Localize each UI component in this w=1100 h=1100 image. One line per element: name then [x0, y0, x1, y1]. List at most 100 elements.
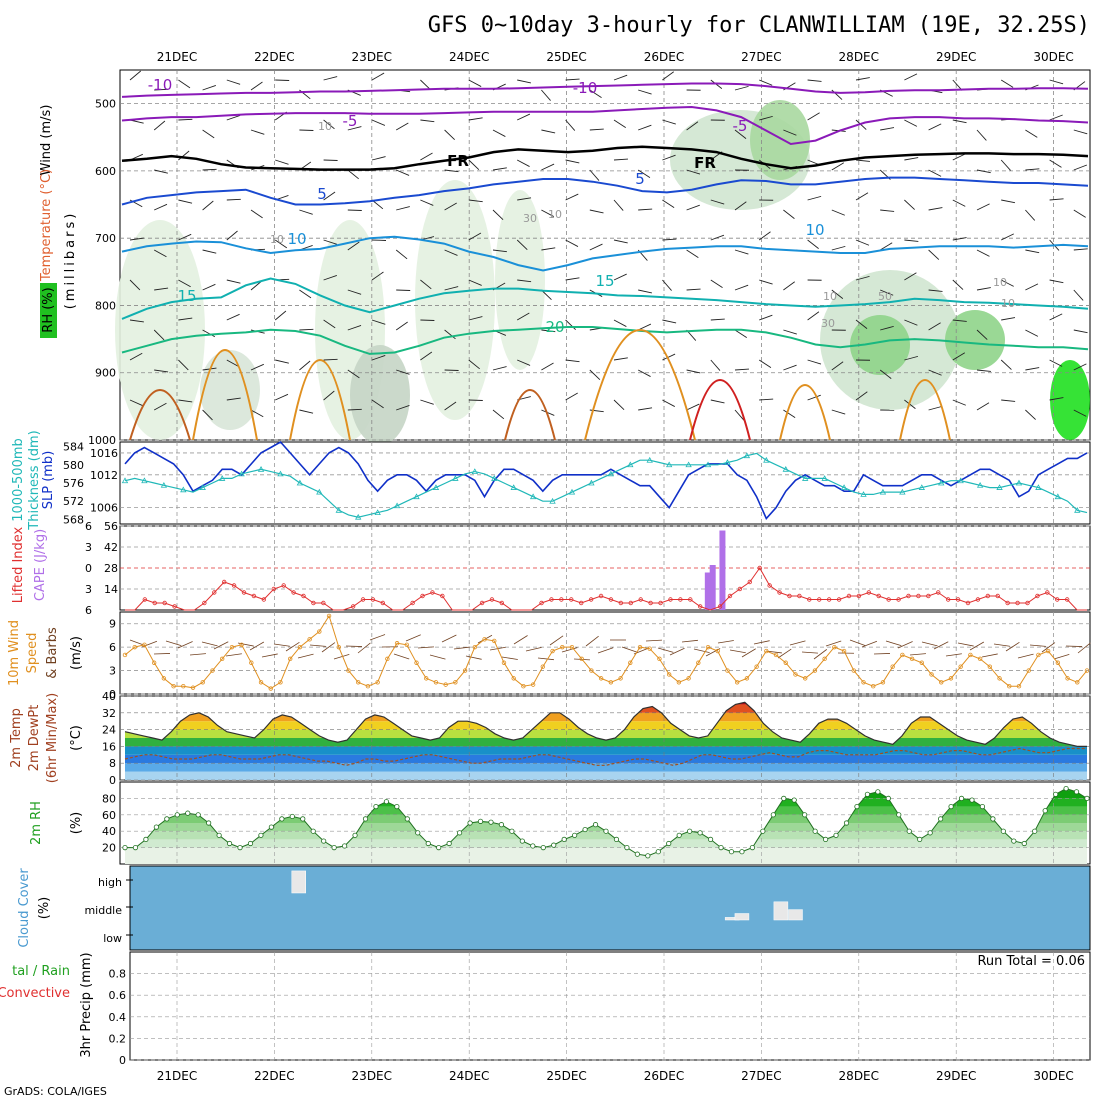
- barb-17-4: [541, 247, 556, 251]
- li-marker-32: [440, 593, 445, 599]
- rh-marker-24: [373, 803, 379, 810]
- rh-marker-16: [289, 813, 295, 820]
- barb-39-4: [1073, 248, 1088, 251]
- thickness-marker-30: [413, 493, 420, 500]
- wind10-marker-17: [287, 656, 293, 662]
- label-10m-barbs: & Barbs: [45, 627, 60, 679]
- barb-34-2: [952, 153, 966, 161]
- chart-title: GFS 0~10day 3-hourly for CLANWILLIAM (19…: [428, 13, 1090, 38]
- rh-marker-67: [822, 836, 829, 843]
- wind10-barb-28: [465, 655, 482, 660]
- rh-marker-4: [164, 816, 170, 822]
- cape-bar-0: [704, 572, 711, 610]
- thickness-marker-14: [257, 466, 265, 472]
- rh-marker-35: [488, 819, 494, 825]
- rh-marker-30: [436, 844, 442, 851]
- wind10-marker-21: [326, 613, 332, 619]
- rh-marker-53: [676, 832, 682, 838]
- barb-11-8: [396, 405, 410, 411]
- precip-tick-0: 0: [119, 1054, 126, 1067]
- li-marker-53: [648, 600, 653, 606]
- wind10-marker-5: [171, 683, 176, 689]
- barb-28-8: [807, 394, 821, 401]
- wind10-marker-68: [783, 660, 788, 665]
- barb-13-2: [444, 169, 459, 173]
- barb-16-4: [516, 239, 528, 251]
- rh-marker-52: [666, 840, 672, 847]
- wind10-marker-97: [1065, 676, 1070, 681]
- barb-24-3: [710, 199, 725, 205]
- date-top-22DEC: 22DEC: [254, 50, 294, 64]
- 2m-temp-lines: [124, 701, 1087, 766]
- label-10m-units: (m/s): [69, 636, 84, 670]
- li-marker-75: [866, 590, 872, 595]
- barb-9-2: [347, 169, 359, 180]
- barb-25-4: [734, 249, 749, 255]
- barb-11-2: [396, 169, 410, 176]
- barb-18-7: [565, 359, 580, 363]
- wind10-marker-23: [346, 668, 351, 673]
- thickness-marker-80: [899, 488, 906, 495]
- barb-24-5: [710, 279, 723, 289]
- cloud-low-label: low: [103, 932, 122, 945]
- warm-contour-5: [779, 384, 831, 441]
- thickness-marker-92: [1015, 479, 1023, 486]
- rh-marker-42: [561, 836, 567, 843]
- barb-37-6: [1025, 329, 1039, 337]
- barb-32-1: [904, 119, 918, 127]
- barb-33-2: [928, 169, 942, 177]
- wind10-line: [124, 614, 1088, 690]
- wind10-barb-24: [417, 646, 434, 649]
- isotherm-label-15: 30: [523, 212, 537, 225]
- wind10-marker-36: [472, 644, 478, 650]
- barb-14-5: [468, 279, 482, 286]
- wind10-barb-41: [621, 646, 638, 653]
- precip-frame: [129, 951, 1091, 1061]
- temp-tick-40: 40: [102, 690, 116, 703]
- barb-13-5: [444, 286, 459, 291]
- wind10-marker-29: [404, 642, 409, 647]
- wind10-barb-69: [957, 642, 974, 647]
- barb-19-0: [589, 89, 602, 99]
- precip-tick-0.4: 0.4: [109, 1011, 127, 1024]
- li-marker-43: [549, 597, 554, 602]
- barb-39-8: [1073, 409, 1087, 417]
- rh-marker-8: [206, 820, 212, 826]
- wind10-marker-24: [356, 680, 361, 685]
- rh-marker-46: [603, 828, 609, 834]
- wind10-marker-95: [1045, 648, 1051, 654]
- rh-marker-26: [394, 803, 400, 810]
- wind10-marker-10: [219, 656, 225, 662]
- barb-10-0: [371, 72, 385, 81]
- li-marker-9: [212, 590, 217, 595]
- isotherm-label-0: -10: [148, 76, 173, 94]
- rh-shade-11: [200, 350, 260, 430]
- barb-25-8: [734, 409, 745, 421]
- barb-35-5: [976, 287, 991, 291]
- wind10-marker-6: [181, 683, 186, 689]
- wind10-barb-25: [429, 654, 446, 660]
- wind10-marker-20: [317, 629, 322, 634]
- pressure-tick-800: 800: [95, 299, 116, 312]
- barb-22-0: [662, 71, 674, 81]
- barb-26-7: [758, 359, 772, 369]
- rh-tick-20: 20: [102, 842, 116, 855]
- pressure-tick-1000: 1000: [88, 434, 116, 447]
- barb-4-6: [226, 313, 240, 321]
- isotherm-label-21: 10: [1001, 297, 1015, 310]
- barb-9-7: [347, 369, 360, 379]
- rh-marker-70: [854, 803, 860, 810]
- temp-tick-16: 16: [102, 740, 116, 753]
- barb-32-5: [904, 272, 917, 281]
- thickness-line: [124, 452, 1088, 518]
- thickness-marker-56: [665, 461, 673, 468]
- barb-31-3: [880, 209, 895, 212]
- label-10m-speed: Speed: [25, 633, 40, 674]
- barb-29-5: [831, 289, 844, 299]
- rh-marker-61: [760, 828, 766, 834]
- barb-0-0: [129, 70, 142, 81]
- barb-31-4: [879, 242, 893, 251]
- barb-6-2: [275, 159, 289, 165]
- rh-marker-64: [791, 797, 797, 803]
- rh-marker-19: [321, 838, 327, 844]
